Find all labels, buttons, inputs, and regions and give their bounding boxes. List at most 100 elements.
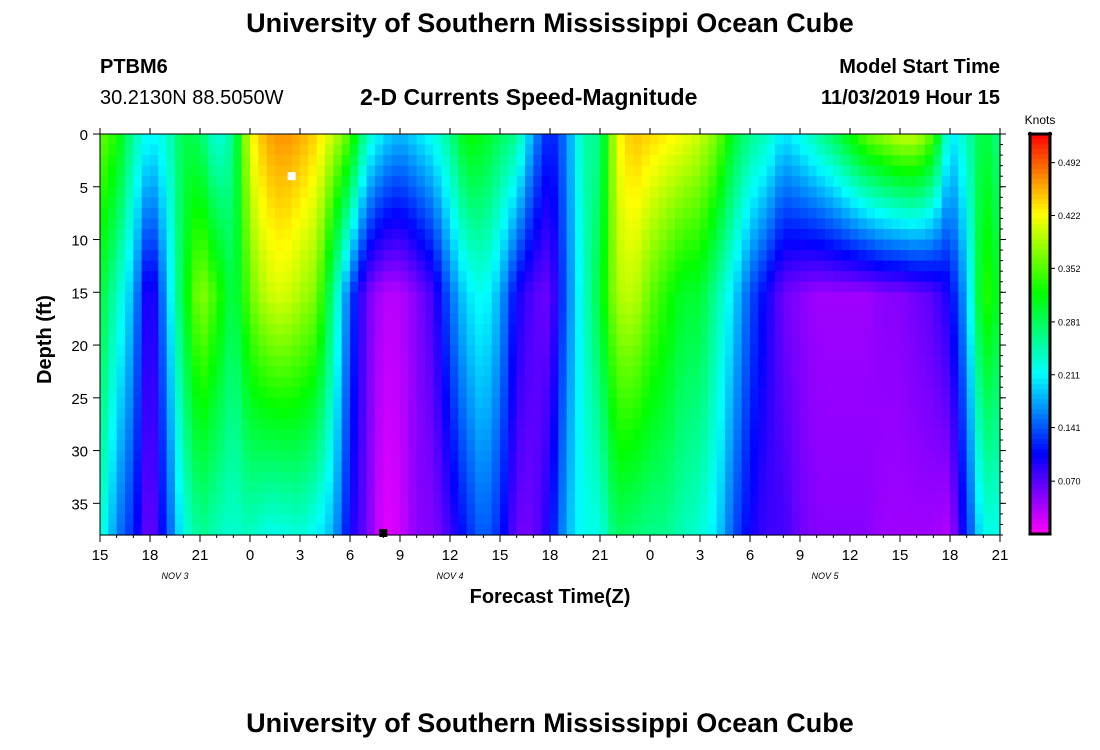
heatmap-cell bbox=[300, 250, 309, 262]
heatmap-cell bbox=[200, 524, 209, 536]
heatmap-cell bbox=[483, 366, 493, 378]
heatmap-cell bbox=[550, 408, 559, 420]
heatmap-cell bbox=[491, 397, 501, 409]
heatmap-cell bbox=[275, 334, 284, 346]
heatmap-cell bbox=[558, 524, 568, 536]
heatmap-cell bbox=[733, 250, 743, 262]
heatmap-cell bbox=[933, 186, 943, 198]
heatmap-cell bbox=[533, 440, 543, 452]
heatmap-cell bbox=[383, 524, 393, 536]
heatmap-cell bbox=[650, 397, 659, 409]
heatmap-cell bbox=[633, 418, 643, 431]
heatmap-cell bbox=[600, 418, 609, 431]
heatmap-cell bbox=[125, 197, 134, 209]
heatmap-cell bbox=[358, 408, 368, 420]
heatmap-cell bbox=[850, 408, 859, 420]
heatmap-cell bbox=[816, 334, 826, 346]
heatmap-cell bbox=[200, 186, 209, 198]
heatmap-cell bbox=[383, 334, 393, 346]
heatmap-cell bbox=[775, 250, 784, 262]
heatmap-cell bbox=[366, 281, 376, 293]
heatmap-cell bbox=[191, 144, 201, 156]
heatmap-cell bbox=[383, 165, 393, 177]
heatmap-cell bbox=[183, 418, 193, 431]
heatmap-cell bbox=[950, 323, 959, 336]
heatmap-cell bbox=[991, 228, 1001, 241]
heatmap-cell bbox=[508, 207, 518, 220]
heatmap-cell bbox=[883, 471, 893, 483]
heatmap-cell bbox=[766, 260, 776, 272]
heatmap-cell bbox=[350, 461, 359, 473]
heatmap-cell bbox=[925, 228, 934, 241]
heatmap-cell bbox=[816, 503, 826, 515]
heatmap-cell bbox=[125, 144, 134, 156]
heatmap-cell bbox=[283, 281, 293, 293]
heatmap-cell bbox=[833, 513, 843, 526]
heatmap-cell bbox=[966, 144, 976, 156]
heatmap-cell bbox=[808, 323, 818, 336]
heatmap-cell bbox=[500, 292, 509, 304]
heatmap-cell bbox=[108, 228, 118, 241]
heatmap-cell bbox=[558, 376, 568, 388]
heatmap-cell bbox=[183, 355, 193, 367]
heatmap-cell bbox=[616, 292, 626, 304]
heatmap-cell bbox=[933, 482, 943, 494]
heatmap-cell bbox=[691, 387, 701, 399]
heatmap-cell bbox=[658, 440, 668, 452]
heatmap-cell bbox=[758, 408, 768, 420]
heatmap-cell bbox=[550, 218, 559, 230]
heatmap-cell bbox=[933, 450, 943, 462]
heatmap-cell bbox=[691, 450, 701, 462]
heatmap-cell bbox=[950, 228, 959, 241]
x-tick-label: 15 bbox=[892, 547, 909, 564]
heatmap-cell bbox=[708, 429, 718, 441]
heatmap-cell bbox=[741, 176, 751, 188]
heatmap-cell bbox=[816, 239, 826, 251]
heatmap-cell bbox=[983, 440, 993, 452]
heatmap-cell bbox=[450, 355, 459, 367]
heatmap-cell bbox=[141, 355, 151, 367]
heatmap-cell bbox=[950, 450, 959, 462]
heatmap-cell bbox=[183, 334, 193, 346]
heatmap-cell bbox=[516, 271, 526, 283]
heatmap-cell bbox=[625, 281, 634, 293]
heatmap-cell bbox=[758, 345, 768, 357]
heatmap-cell bbox=[500, 186, 509, 198]
heatmap-cell bbox=[358, 176, 368, 188]
heatmap-cell bbox=[150, 418, 159, 431]
heatmap-cell bbox=[491, 228, 501, 241]
heatmap-cell bbox=[541, 513, 551, 526]
heatmap-cell bbox=[416, 292, 426, 304]
heatmap-cell bbox=[300, 239, 309, 251]
heatmap-cell bbox=[983, 376, 993, 388]
heatmap-cell bbox=[841, 292, 851, 304]
heatmap-cell bbox=[741, 302, 751, 314]
heatmap-cell bbox=[691, 440, 701, 452]
heatmap-cell bbox=[833, 524, 843, 536]
heatmap-cell bbox=[633, 250, 643, 262]
heatmap-cell bbox=[516, 302, 526, 314]
heatmap-cell bbox=[883, 155, 893, 167]
heatmap-cell bbox=[233, 355, 243, 367]
heatmap-cell bbox=[158, 503, 168, 515]
heatmap-cell bbox=[541, 313, 551, 325]
heatmap-cell bbox=[608, 207, 618, 220]
heatmap-cell bbox=[616, 186, 626, 198]
heatmap-cell bbox=[625, 418, 634, 431]
heatmap-cell bbox=[550, 165, 559, 177]
heatmap-cell bbox=[158, 482, 168, 494]
heatmap-cell bbox=[533, 334, 543, 346]
heatmap-cell bbox=[958, 482, 968, 494]
heatmap-cell bbox=[216, 440, 226, 452]
heatmap-cell bbox=[441, 471, 451, 483]
heatmap-cell bbox=[725, 197, 734, 209]
heatmap-cell bbox=[575, 345, 584, 357]
heatmap-cell bbox=[350, 313, 359, 325]
heatmap-cell bbox=[433, 302, 443, 314]
heatmap-cell bbox=[400, 440, 409, 452]
heatmap-cell bbox=[991, 323, 1001, 336]
heatmap-cell bbox=[525, 134, 534, 146]
heatmap-cell bbox=[525, 207, 534, 220]
heatmap-cell bbox=[158, 387, 168, 399]
